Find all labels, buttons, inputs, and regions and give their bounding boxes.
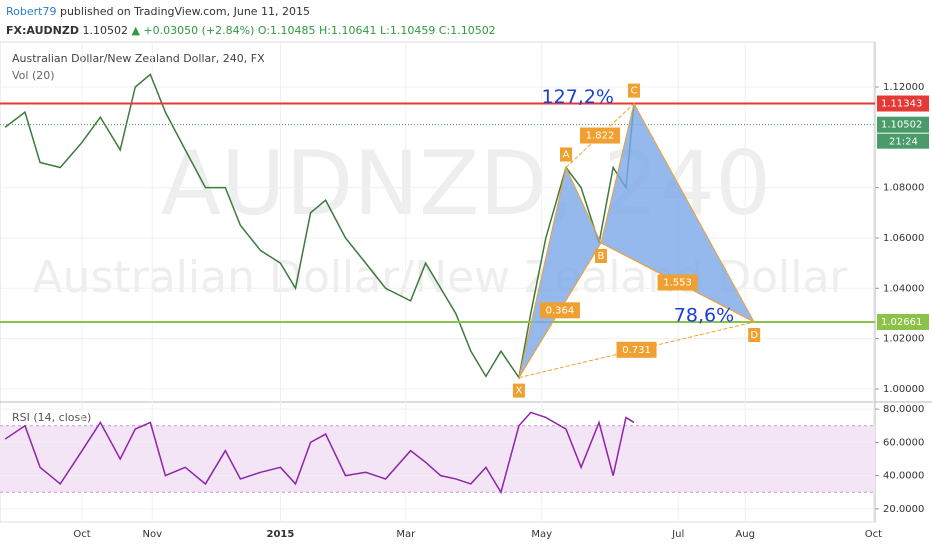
x-tick-label: Oct	[865, 529, 882, 540]
price-box	[877, 95, 929, 112]
price-box	[877, 116, 929, 133]
y-tick-label: 80.0000	[883, 404, 924, 415]
quote: FX:AUDNZD 1.10502 ▲ +0.03050 (+2.84%) O:…	[6, 24, 496, 37]
price: 1.10502	[82, 24, 128, 37]
ohlc: O:1.10485 H:1.10641 L:1.10459 C:1.10502	[257, 24, 496, 37]
change-value: +0.03050 (+2.84%)	[143, 24, 255, 37]
x-tick-label: Oct	[73, 529, 90, 540]
point-label: B	[598, 251, 605, 262]
price-box-label: 1.11343	[881, 99, 922, 110]
rsi-title: RSI (14, close)	[12, 411, 91, 424]
x-tick-label: Jul	[671, 529, 684, 540]
ratio-label: 0.731	[622, 345, 651, 356]
price-box-label: 1.02661	[881, 317, 922, 328]
point-box	[594, 248, 607, 263]
symbol: FX:AUDNZD	[6, 24, 79, 37]
point-label: A	[563, 150, 570, 161]
ratio-label: 0.364	[546, 305, 575, 316]
ratio-label: 1.822	[586, 131, 615, 142]
y-tick-label: 40.0000	[883, 471, 924, 482]
y-tick-label: 1.04000	[883, 283, 924, 294]
price-box	[877, 313, 929, 330]
x-tick-label: Aug	[735, 529, 755, 540]
ratio-box	[657, 274, 698, 291]
point-box	[512, 383, 525, 398]
x-tick-label: May	[531, 529, 552, 540]
y-tick-label: 60.0000	[883, 437, 924, 448]
ratio-box	[539, 302, 580, 319]
ratio-box	[580, 127, 620, 144]
author[interactable]: Robert79	[6, 5, 57, 18]
byline: Robert79 published on TradingView.com, J…	[6, 5, 310, 18]
published: published on TradingView.com, June 11, 2…	[59, 5, 311, 18]
x-tick-label: 2015	[267, 529, 295, 540]
point-label: X	[515, 386, 522, 397]
series-line	[4, 411, 635, 495]
series-line	[4, 73, 635, 380]
countdown-box	[877, 133, 929, 149]
point-label: D	[750, 330, 758, 341]
point-label: C	[630, 86, 637, 97]
y-tick-label: 1.12000	[883, 82, 924, 93]
percent-label: 78,6%	[674, 304, 734, 326]
percent-label: 127,2%	[542, 86, 614, 108]
ratio-line	[565, 103, 635, 168]
y-tick-label: 1.00000	[883, 384, 924, 395]
x-tick-label: Mar	[396, 529, 416, 540]
point-box	[560, 147, 573, 162]
countdown-label: 21:24	[889, 137, 918, 148]
y-tick-label: 1.06000	[883, 233, 924, 244]
x-tick-label: Nov	[142, 529, 162, 540]
indicator-label: Vol (20)	[12, 69, 55, 82]
point-box	[748, 327, 761, 342]
chart-title: Australian Dollar/New Zealand Dollar, 24…	[12, 52, 265, 65]
price-box-label: 1.10502	[881, 120, 922, 131]
point-box	[627, 83, 640, 98]
change: ▲ +0.03050 (+2.84%)	[131, 24, 255, 37]
ratio-label: 1.553	[663, 277, 692, 288]
y-tick-label: 1.08000	[883, 183, 924, 194]
rsi-band	[0, 425, 875, 493]
ratio-box	[616, 341, 657, 358]
y-tick-label: 1.02000	[883, 334, 924, 345]
y-tick-label: 20.0000	[883, 504, 924, 515]
